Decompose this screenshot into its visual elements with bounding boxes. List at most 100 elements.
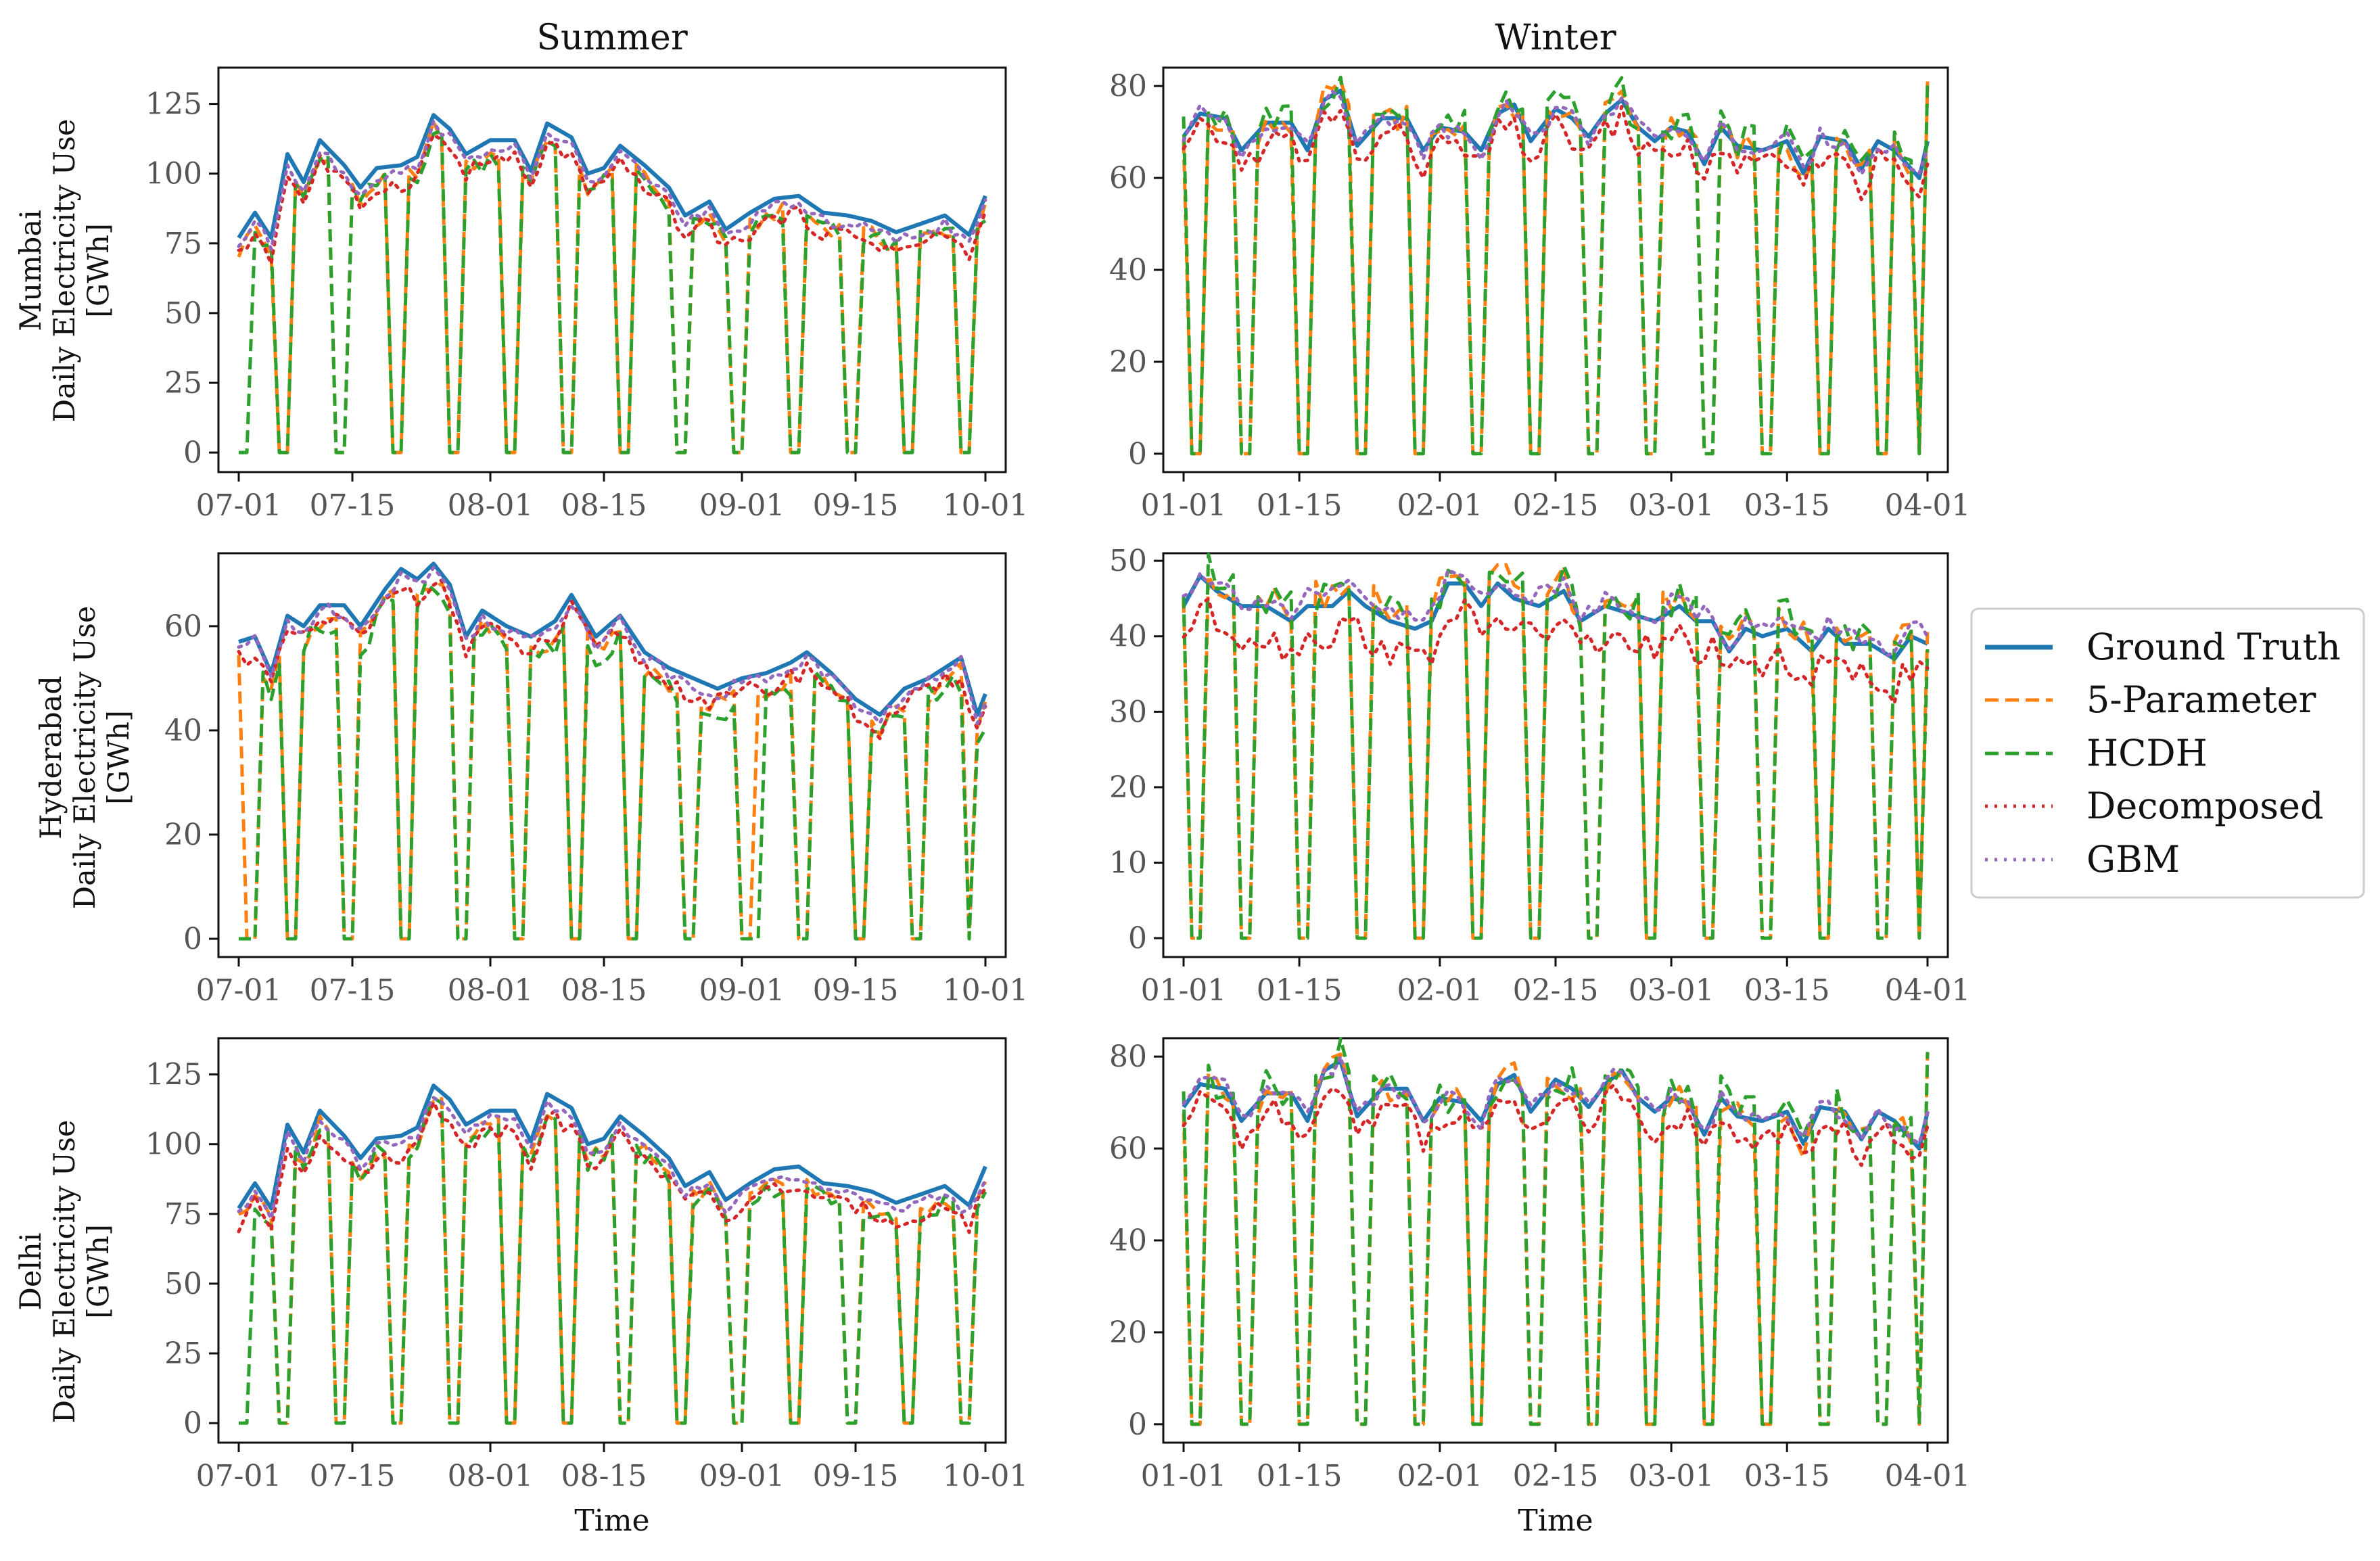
y-tick-label: 75 — [164, 227, 202, 261]
y-tick-label: 60 — [1109, 1132, 1147, 1166]
x-tick-label: 01-15 — [1257, 488, 1343, 523]
x-tick-label: 01-01 — [1141, 488, 1227, 523]
row-label-mumbai: Mumbai Daily Electricity Use [GWh] — [14, 119, 116, 423]
column-title-summer: Summer — [536, 18, 688, 58]
y-tick-label: 50 — [164, 296, 202, 331]
series-line-hcdh — [239, 1096, 987, 1425]
series-line-ground-truth — [237, 1084, 987, 1211]
legend-label-ground-truth: Ground Truth — [2086, 626, 2341, 668]
series-line-5-parameter — [1182, 563, 1930, 940]
y-tick-label: 40 — [164, 714, 202, 748]
series-line-gbm — [237, 120, 987, 252]
panel-hyderabad-winter: 0 10 20 30 40 50 01-01 01-15 02-01 02-15 03-01 03-1… — [1109, 544, 1970, 1008]
series-line-gbm — [1182, 89, 1930, 177]
series-line-gbm — [237, 1096, 987, 1221]
series-line-decomposed — [1182, 105, 1930, 202]
x-tick-label: 04-01 — [1885, 488, 1971, 523]
row-label-city: Mumbai — [14, 210, 48, 331]
x-tick-label: 02-15 — [1513, 488, 1599, 523]
x-tick-label: 07-01 — [196, 488, 282, 523]
panel-mumbai-winter: 0 20 40 60 80 01-01 01-15 02-01 02-15 03-01 03-15 0… — [1109, 66, 1971, 523]
legend-label-hcdh: HCDH — [2086, 732, 2208, 774]
y-tick-label: 0 — [1128, 921, 1147, 956]
series-line-hcdh — [239, 129, 987, 455]
x-tick-label: 02-15 — [1513, 973, 1599, 1008]
x-tick-label: 08-15 — [561, 488, 647, 523]
x-tick-label: 03-15 — [1744, 488, 1830, 523]
row-label-quantity: Daily Electricity Use — [48, 119, 82, 423]
series-line-ground-truth — [237, 113, 987, 240]
x-tick-label: 04-01 — [1885, 1459, 1971, 1493]
x-tick-label: 10-01 — [943, 488, 1029, 523]
y-tick-label: 10 — [1109, 846, 1147, 881]
y-tick-label: 30 — [1109, 695, 1147, 729]
row-label-quantity: Daily Electricity Use — [68, 606, 102, 910]
x-tick-label: 09-01 — [699, 488, 785, 523]
series-line-hcdh — [239, 581, 987, 941]
series-line-gbm — [237, 565, 987, 726]
x-tick-label: 09-01 — [699, 973, 785, 1008]
x-tick-label: 07-01 — [196, 1459, 282, 1493]
y-tick-label: 60 — [164, 609, 202, 644]
x-tick-label: 01-01 — [1141, 973, 1227, 1008]
y-tick-label: 40 — [1109, 1224, 1147, 1258]
x-tick-label: 08-01 — [448, 973, 534, 1008]
panel-delhi-winter: 0 20 40 60 80 01-01 01-15 02-01 02-15 03-01 03-15 0… — [1109, 1037, 1971, 1538]
x-tick-label: 01-01 — [1141, 1459, 1227, 1493]
x-tick-label: 03-01 — [1629, 488, 1714, 523]
series-line-decomposed — [1182, 597, 1930, 705]
y-tick-label: 20 — [164, 818, 202, 852]
series-line-5-parameter — [237, 581, 987, 941]
y-tick-label: 100 — [145, 157, 202, 191]
legend-label-decomposed: Decomposed — [2086, 785, 2324, 827]
y-tick-label: 40 — [1109, 253, 1147, 287]
x-tick-label: 03-15 — [1744, 1459, 1830, 1493]
row-label-city: Hyderabad — [34, 676, 68, 839]
y-tick-label: 0 — [1128, 1407, 1147, 1442]
series-line-ground-truth — [238, 561, 987, 717]
legend-label-5-parameter: 5-Parameter — [2086, 678, 2316, 721]
y-tick-label: 40 — [1109, 620, 1147, 654]
x-tick-label: 09-15 — [813, 973, 899, 1008]
y-tick-label: 0 — [183, 436, 202, 470]
x-tick-label: 02-15 — [1513, 1459, 1599, 1493]
row-label-unit: [GWh] — [82, 223, 116, 318]
y-tick-label: 20 — [1109, 345, 1147, 379]
y-tick-label: 125 — [145, 1058, 202, 1092]
legend-label-gbm: GBM — [2086, 838, 2180, 881]
y-tick-label: 0 — [1128, 437, 1147, 471]
y-tick-label: 25 — [164, 1336, 202, 1371]
row-label-unit: [GWh] — [102, 710, 136, 805]
y-tick-label: 20 — [1109, 1315, 1147, 1350]
plot-area — [217, 66, 1007, 473]
y-tick-label: 20 — [1109, 770, 1147, 805]
row-label-city: Delhi — [14, 1232, 48, 1310]
y-tick-label: 80 — [1109, 69, 1147, 103]
series-line-ground-truth — [1182, 1059, 1930, 1151]
x-tick-label: 07-15 — [310, 973, 396, 1008]
x-tick-label: 03-01 — [1629, 973, 1714, 1008]
x-tick-label: 07-01 — [196, 973, 282, 1008]
x-tick-label: 09-01 — [699, 1459, 785, 1493]
y-tick-label: 0 — [183, 922, 202, 956]
x-tick-label: 08-15 — [561, 973, 647, 1008]
x-tick-label: 02-01 — [1397, 1459, 1483, 1493]
series-line-gbm — [1182, 568, 1930, 658]
legend: Ground Truth 5-Parameter HCDH Decomposed… — [1970, 607, 2365, 899]
x-tick-label: 08-01 — [448, 1459, 534, 1493]
y-tick-label: 0 — [183, 1406, 202, 1441]
series-line-decomposed — [237, 133, 987, 266]
x-tick-label: 03-01 — [1629, 1459, 1714, 1493]
y-tick-label: 50 — [1109, 544, 1147, 578]
series-line-hcdh — [1182, 1037, 1930, 1426]
row-label-delhi: Delhi Daily Electricity Use [GWh] — [14, 1120, 116, 1424]
x-tick-label: 10-01 — [943, 1459, 1029, 1493]
x-tick-label: 09-15 — [813, 488, 899, 523]
x-tick-label: 01-15 — [1257, 973, 1343, 1008]
x-tick-label: 07-15 — [310, 1459, 396, 1493]
row-label-quantity: Daily Electricity Use — [48, 1120, 82, 1424]
x-axis-label: Time — [1518, 1504, 1593, 1538]
panel-delhi-summer: 0 25 50 75 100 125 07-01 07-15 08-01 08-15 09-01 09… — [145, 1037, 1029, 1538]
x-tick-label: 08-15 — [561, 1459, 647, 1493]
